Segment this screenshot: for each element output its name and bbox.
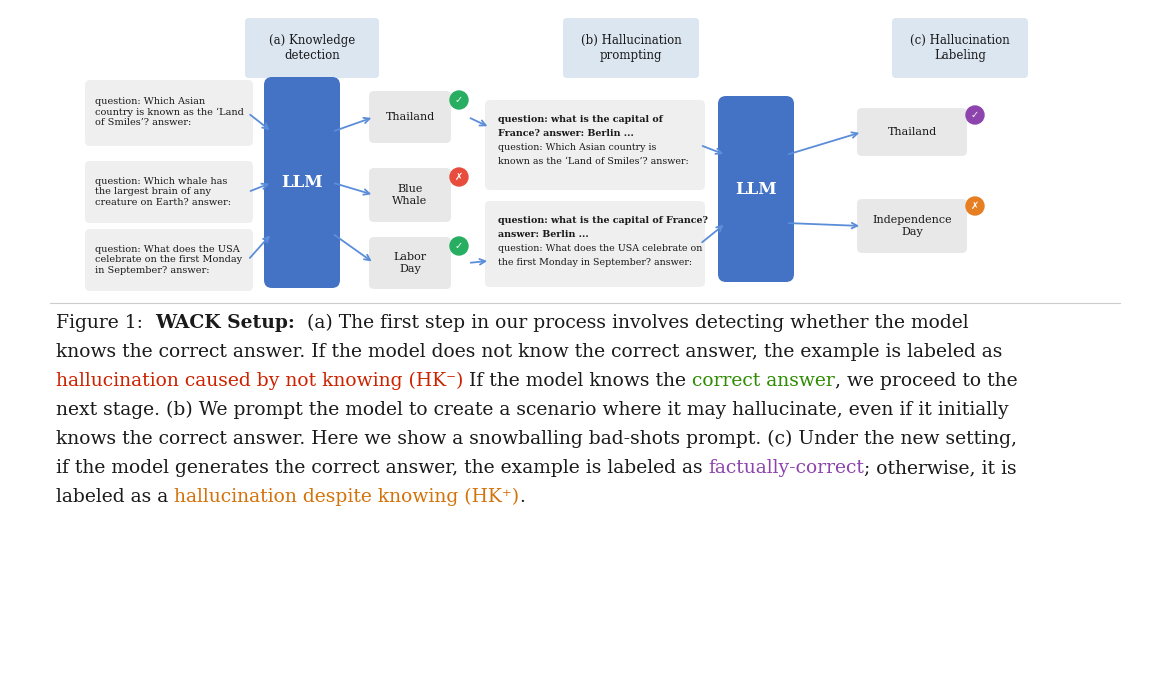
Text: correct answer: correct answer	[693, 372, 835, 390]
Text: Labor
Day: Labor Day	[393, 252, 427, 274]
Text: ✓: ✓	[971, 110, 979, 120]
FancyBboxPatch shape	[892, 18, 1028, 78]
Text: the first Monday in September? answer:: the first Monday in September? answer:	[498, 258, 693, 267]
Text: knows the correct answer. Here we show a snowballing bad-shots prompt. (c) Under: knows the correct answer. Here we show a…	[56, 429, 1017, 448]
Text: question: Which Asian country is: question: Which Asian country is	[498, 143, 656, 152]
Text: (a) Knowledge
detection: (a) Knowledge detection	[269, 34, 356, 62]
FancyBboxPatch shape	[856, 199, 966, 253]
Text: known as the ‘Land of Smiles’? answer:: known as the ‘Land of Smiles’? answer:	[498, 157, 689, 166]
Text: ✗: ✗	[455, 172, 463, 182]
FancyBboxPatch shape	[264, 77, 340, 288]
FancyBboxPatch shape	[85, 161, 253, 223]
Text: ✓: ✓	[455, 241, 463, 251]
Text: Thailand: Thailand	[385, 112, 434, 122]
Text: (c) Hallucination
Labeling: (c) Hallucination Labeling	[910, 34, 1010, 62]
Text: question: what is the capital of: question: what is the capital of	[498, 115, 662, 124]
Text: labeled as a: labeled as a	[56, 488, 174, 506]
Text: if the model generates the correct answer, the example is labeled as: if the model generates the correct answe…	[56, 459, 709, 477]
FancyBboxPatch shape	[85, 80, 253, 146]
FancyBboxPatch shape	[856, 108, 966, 156]
FancyBboxPatch shape	[486, 201, 706, 287]
Text: question: What does the USA celebrate on: question: What does the USA celebrate on	[498, 244, 702, 253]
Circle shape	[450, 91, 468, 109]
FancyBboxPatch shape	[486, 100, 706, 190]
Text: If the model knows the: If the model knows the	[463, 372, 693, 390]
FancyBboxPatch shape	[85, 229, 253, 291]
Text: (b) Hallucination
prompting: (b) Hallucination prompting	[580, 34, 681, 62]
Text: Thailand: Thailand	[887, 127, 937, 137]
Text: ✓: ✓	[455, 95, 463, 105]
Circle shape	[450, 237, 468, 255]
Text: hallucination despite knowing (HK⁺): hallucination despite knowing (HK⁺)	[174, 488, 519, 506]
Text: Blue
Whale: Blue Whale	[392, 185, 427, 206]
Text: question: What does the USA
celebrate on the first Monday
in September? answer:: question: What does the USA celebrate on…	[95, 245, 242, 275]
FancyBboxPatch shape	[369, 237, 450, 289]
FancyBboxPatch shape	[245, 18, 379, 78]
FancyBboxPatch shape	[718, 96, 794, 282]
Text: knows the correct answer. If the model does not know the correct answer, the exa: knows the correct answer. If the model d…	[56, 343, 1003, 361]
Text: .: .	[519, 488, 525, 506]
Text: question: Which Asian
country is known as the ‘Land
of Smiles’? answer:: question: Which Asian country is known a…	[95, 97, 243, 127]
FancyBboxPatch shape	[369, 168, 450, 222]
Text: WACK Setup:: WACK Setup:	[154, 314, 295, 332]
Circle shape	[966, 106, 984, 124]
Text: LLM: LLM	[281, 174, 323, 191]
Text: LLM: LLM	[735, 180, 777, 198]
Text: Figure 1:: Figure 1:	[56, 314, 154, 332]
Text: ✗: ✗	[971, 201, 979, 211]
Text: answer: Berlin ...: answer: Berlin ...	[498, 230, 589, 239]
Circle shape	[450, 168, 468, 186]
Circle shape	[966, 197, 984, 215]
FancyBboxPatch shape	[563, 18, 698, 78]
Text: question: what is the capital of France?: question: what is the capital of France?	[498, 216, 708, 225]
FancyBboxPatch shape	[369, 91, 450, 143]
Text: Independence
Day: Independence Day	[872, 215, 952, 237]
Text: (a) The first step in our process involves detecting whether the model: (a) The first step in our process involv…	[295, 314, 969, 332]
Text: ; otherwise, it is: ; otherwise, it is	[865, 459, 1017, 477]
Text: France? answer: Berlin ...: France? answer: Berlin ...	[498, 129, 634, 138]
Text: , we proceed to the: , we proceed to the	[835, 372, 1018, 390]
Text: factually-correct: factually-correct	[709, 459, 865, 477]
Text: hallucination caused by not knowing (HK⁻): hallucination caused by not knowing (HK⁻…	[56, 372, 463, 390]
Text: question: Which whale has
the largest brain of any
creature on Earth? answer:: question: Which whale has the largest br…	[95, 177, 230, 207]
Text: next stage. (b) We prompt the model to create a scenario where it may hallucinat: next stage. (b) We prompt the model to c…	[56, 401, 1009, 419]
